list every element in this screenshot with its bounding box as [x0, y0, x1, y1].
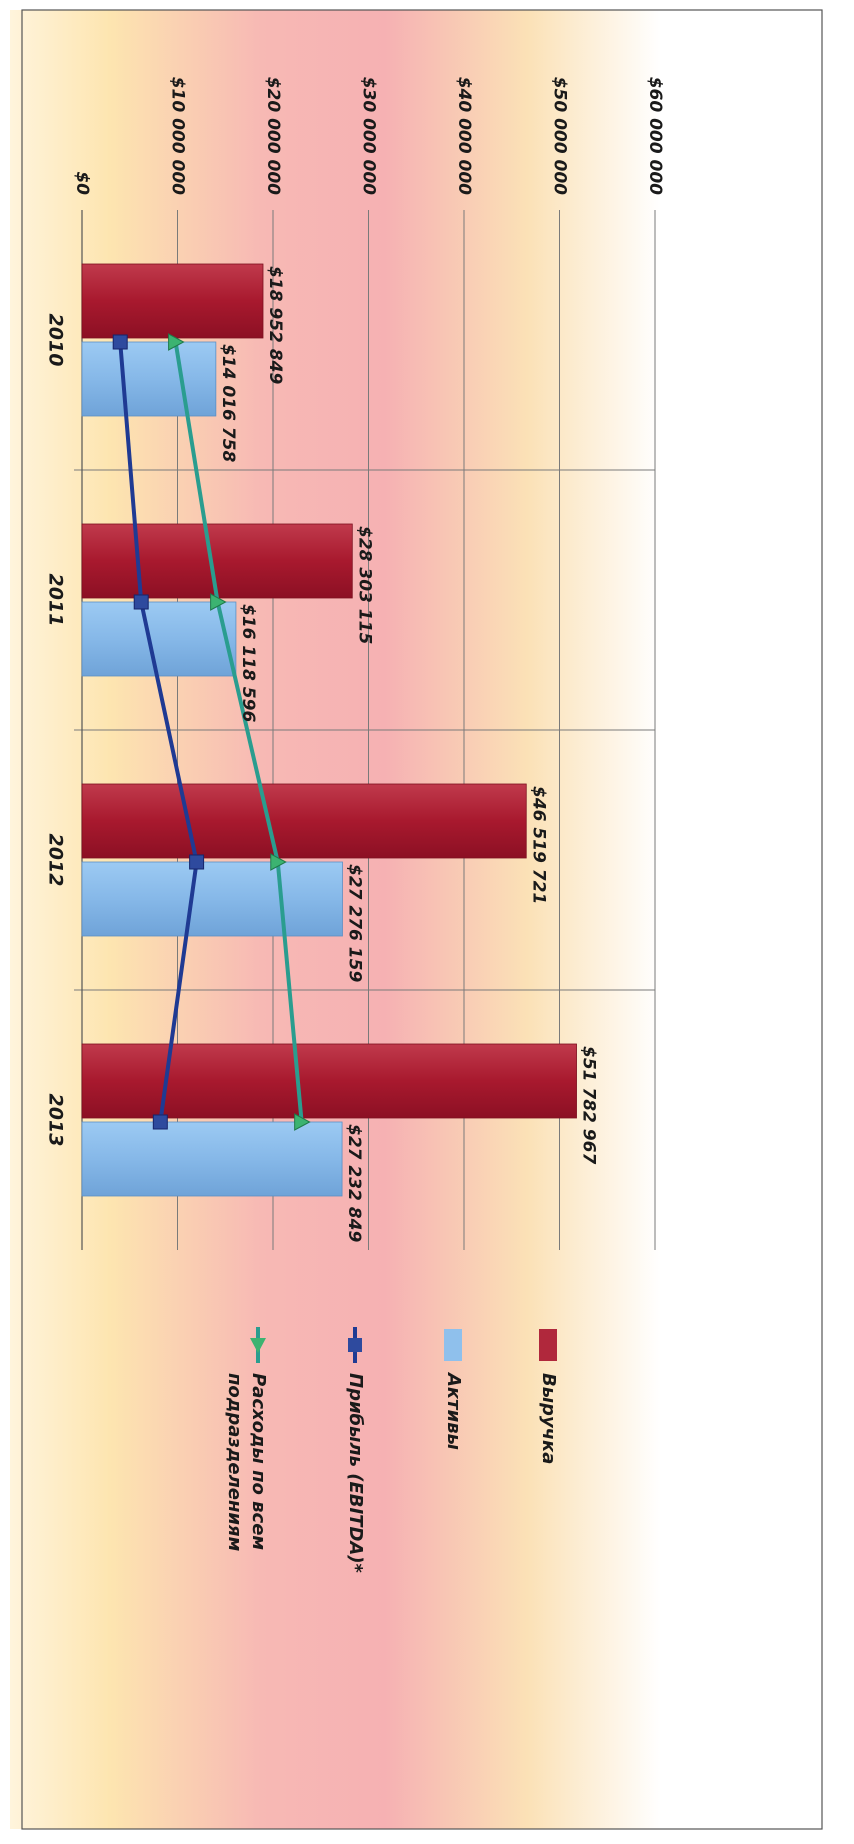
line-ebitda [118, 341, 199, 1123]
data-label-revenue: $46 519 721 [528, 786, 548, 904]
value-tick-label: $40 000 000 [454, 77, 474, 195]
bar-assets-2013 [81, 1121, 343, 1197]
marker-expenses [294, 1113, 311, 1131]
bar-revenue-2010 [81, 263, 264, 339]
chart-border [21, 9, 823, 1830]
data-label-revenue: $18 952 849 [265, 266, 285, 384]
marker-expenses [270, 853, 287, 871]
data-label-assets: $16 118 596 [238, 604, 258, 722]
bar-assets-2010 [81, 341, 217, 417]
category-label: 2010 [45, 314, 67, 367]
value-tick-label: $30 000 000 [359, 77, 379, 195]
bar-assets-2012 [81, 861, 343, 937]
legend-marker-ebitda [348, 1338, 362, 1352]
line-expenses [173, 341, 304, 1123]
legend-marker-expenses [250, 1338, 266, 1353]
value-tick-label: $0 [72, 171, 92, 195]
data-label-assets: $27 232 849 [344, 1124, 364, 1242]
legend-label-cont: подразделениям [224, 1373, 245, 1552]
value-tick-label: $20 000 000 [263, 77, 283, 195]
legend-label: Активы [443, 1371, 464, 1450]
legend-label: Расходы по всем [248, 1373, 269, 1550]
category-label: 2013 [45, 1094, 67, 1147]
value-tick-label: $50 000 000 [550, 77, 570, 195]
bar-revenue-2012 [81, 783, 527, 859]
marker-ebitda [112, 334, 128, 350]
bar-revenue-2011 [81, 523, 353, 599]
legend: Выручка Активы Прибыль (EBITDA)* Расходы по… [224, 1327, 559, 1574]
data-label-revenue: $51 782 967 [579, 1046, 599, 1164]
legend-swatch-assets [444, 1329, 462, 1361]
lines-layer [112, 333, 311, 1131]
legend-label: Прибыль (EBITDA)* [345, 1373, 366, 1574]
category-label: 2012 [45, 834, 67, 887]
marker-ebitda [189, 854, 205, 870]
labels-layer: $0 $10 000 000 $20 000 000 $30 000 000 $40 0… [45, 77, 666, 1243]
marker-ebitda [133, 594, 149, 610]
marker-ebitda [152, 1114, 168, 1130]
marker-expenses [168, 333, 185, 351]
data-label-assets: $14 016 758 [218, 344, 238, 462]
data-label-assets: $27 276 159 [344, 864, 364, 982]
legend-label: Выручка [538, 1373, 559, 1464]
value-tick-label: $10 000 000 [168, 77, 188, 195]
category-label: 2011 [45, 574, 67, 627]
marker-expenses [210, 593, 227, 611]
data-label-revenue: $28 303 115 [354, 526, 374, 644]
legend-swatch-revenue [539, 1329, 557, 1361]
bar-assets-2011 [81, 601, 237, 677]
value-tick-label: $60 000 000 [645, 77, 665, 195]
bar-revenue-2013 [81, 1043, 577, 1119]
